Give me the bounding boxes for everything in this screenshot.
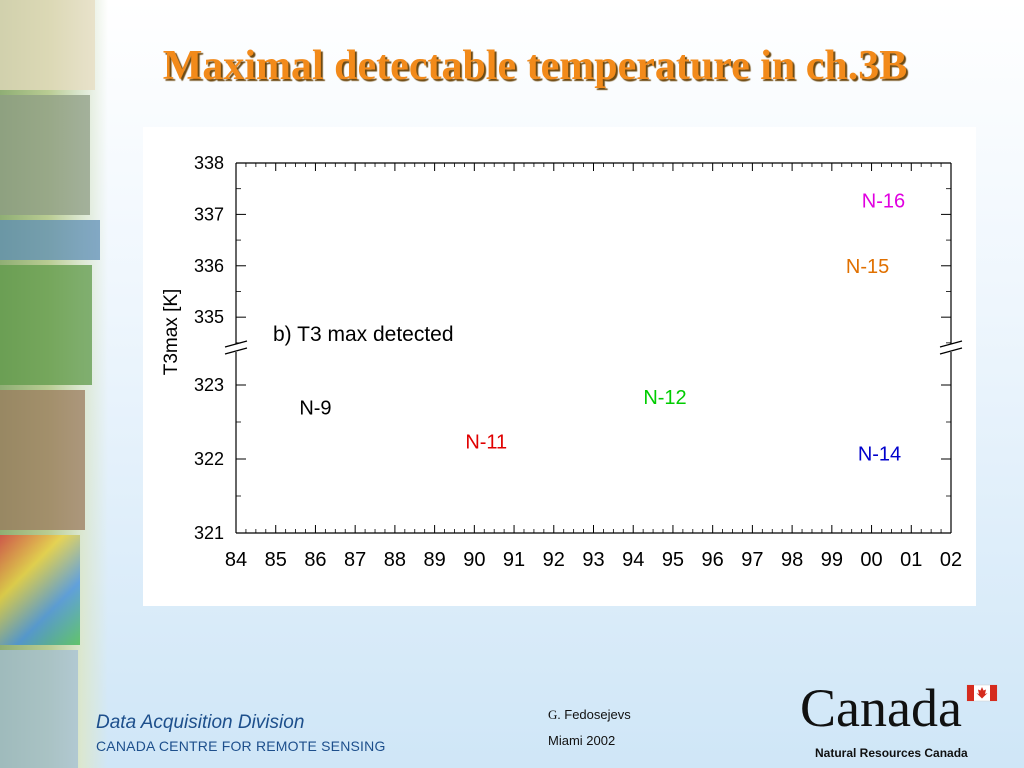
canada-map-image-patch [0, 650, 78, 768]
x-tick-label: 91 [503, 549, 525, 571]
chart-axes [224, 162, 963, 534]
x-tick-label: 02 [940, 549, 962, 571]
canada-wordmark-logo: Canada [800, 682, 998, 730]
x-tick-label: 95 [662, 549, 684, 571]
slide-title: Maximal detectable temperature in ch.3B [162, 43, 908, 89]
y-axis-label: T3max [K] [161, 289, 182, 376]
centre-name: CANADA CENTRE FOR REMOTE SENSING [96, 738, 386, 754]
x-tick-label: 01 [900, 549, 922, 571]
y-axis-break-mark [224, 347, 248, 355]
x-tick-label: 93 [582, 549, 604, 571]
x-tick-label: 89 [423, 549, 445, 571]
satellite-image-patch [0, 220, 100, 260]
right-axis-break-mark [939, 340, 963, 348]
right-axis-break-mark [939, 347, 963, 355]
chart-tick-labels: 84 85 86 87 88 89 90 91 92 93 94 95 96 97 98 99 00 01 02 33… [194, 153, 962, 571]
canada-wordmark-text: Canada [800, 682, 962, 730]
chart-points: N-9 N-11 N-12 N-14 N-15 N-16 [299, 191, 905, 466]
data-point-label: N-11 [465, 432, 507, 454]
map-image-patch [0, 0, 95, 90]
x-tick-label: 90 [463, 549, 485, 571]
data-point-label: N-16 [862, 191, 905, 213]
data-point-label: N-14 [858, 443, 901, 465]
chart-annotation: b) T3 max detected [273, 323, 454, 346]
data-point-label: N-12 [643, 387, 686, 409]
decorative-sidebar [0, 0, 108, 768]
x-tick-label: 00 [860, 549, 882, 571]
forest-image-patch [0, 265, 92, 385]
author-initial: G. [548, 707, 561, 722]
chart-ticks [235, 162, 952, 534]
y-axis-break-mark [224, 340, 248, 348]
venue: Miami 2002 [548, 733, 616, 748]
x-tick-label: 97 [741, 549, 763, 571]
x-tick-label: 88 [384, 549, 406, 571]
chart-panel: 84 85 86 87 88 89 90 91 92 93 94 95 96 97 98 99 00 01 02 33… [143, 127, 976, 606]
operator-photo-patch [0, 390, 85, 530]
organization-name: Natural Resources Canada [815, 746, 968, 760]
y-tick-label: 323 [194, 375, 224, 395]
x-tick-label: 85 [265, 549, 287, 571]
y-tick-label: 335 [194, 307, 224, 327]
y-tick-label: 322 [194, 449, 224, 469]
data-point-label: N-15 [846, 256, 889, 278]
y-tick-label: 337 [194, 204, 224, 224]
y-tick-label: 338 [194, 153, 224, 173]
author: G. Fedosejevs [548, 707, 631, 723]
x-tick-label: 87 [344, 549, 366, 571]
satellite-dish-image-patch [0, 95, 90, 215]
x-tick-label: 94 [622, 549, 644, 571]
data-point-label: N-9 [299, 398, 331, 420]
x-tick-label: 99 [821, 549, 843, 571]
author-name: Fedosejevs [560, 707, 631, 722]
y-tick-label: 321 [194, 523, 224, 543]
x-tick-label: 98 [781, 549, 803, 571]
division-name: Data Acquisition Division [96, 712, 305, 733]
x-tick-label: 96 [702, 549, 724, 571]
x-tick-label: 86 [304, 549, 326, 571]
t3max-chart: 84 85 86 87 88 89 90 91 92 93 94 95 96 97 98 99 00 01 02 33… [161, 153, 963, 571]
canada-flag-icon [966, 684, 998, 702]
y-tick-label: 336 [194, 256, 224, 276]
thermal-map-image-patch [0, 535, 80, 645]
x-tick-label: 84 [225, 549, 247, 571]
x-tick-label: 92 [543, 549, 565, 571]
